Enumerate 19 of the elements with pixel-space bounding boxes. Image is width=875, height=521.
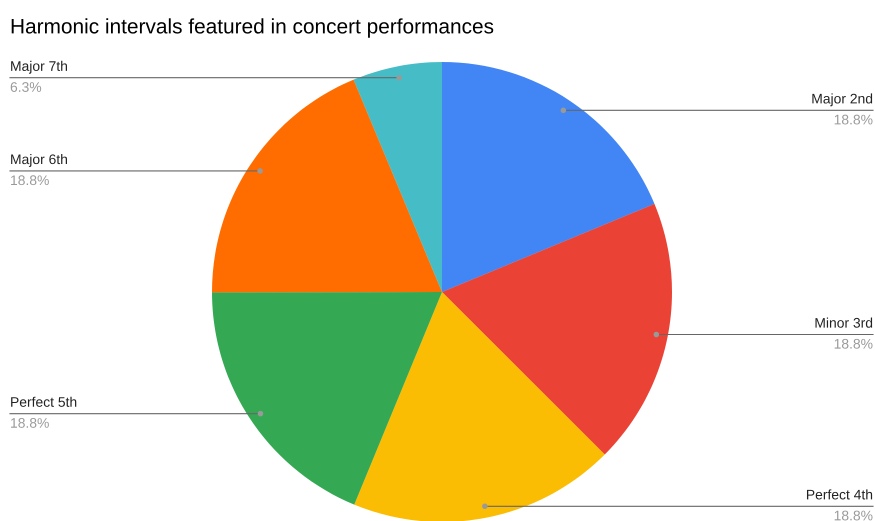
data-label: 18.8% bbox=[11, 418, 49, 428]
data-label: 18.8% bbox=[834, 338, 873, 349]
data-label: 18.8% bbox=[834, 114, 873, 124]
data-label: 18.8% bbox=[834, 510, 873, 520]
data-label: 6.3% bbox=[10, 82, 42, 92]
pie-slice bbox=[212, 80, 442, 292]
pie-slice bbox=[442, 204, 672, 455]
pie-slice bbox=[442, 62, 654, 292]
slice-label: Perfect 4th bbox=[806, 489, 872, 500]
data-label: 18.8% bbox=[11, 175, 49, 186]
slice-label: Major 2nd bbox=[812, 93, 872, 106]
pie-slice bbox=[212, 292, 442, 505]
chart-title: Harmonic intervals featured in concert performances bbox=[12, 18, 494, 38]
slice-label: Major 6th bbox=[11, 154, 67, 167]
slice-label: Minor 3rd bbox=[815, 318, 872, 328]
pie-slice bbox=[354, 292, 605, 521]
slice-label: Major 7th bbox=[11, 60, 67, 74]
pie-slice bbox=[354, 62, 442, 292]
slice-label: Perfect 5th bbox=[11, 396, 76, 407]
